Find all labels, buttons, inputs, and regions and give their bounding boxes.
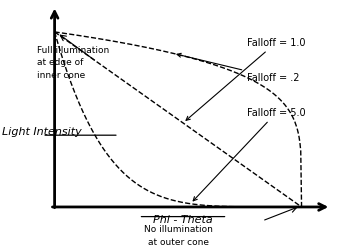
Text: Falloff = 1.0: Falloff = 1.0 — [186, 38, 306, 121]
Text: No illumination
at outer cone: No illumination at outer cone — [143, 224, 212, 246]
Text: Phi - Theta: Phi - Theta — [153, 214, 213, 224]
Text: Falloff = 5.0: Falloff = 5.0 — [193, 108, 306, 201]
Text: Falloff = .2: Falloff = .2 — [177, 54, 300, 83]
Text: Full illumination
at edge of
inner cone: Full illumination at edge of inner cone — [37, 46, 109, 79]
Text: Light Intensity: Light Intensity — [2, 127, 82, 137]
